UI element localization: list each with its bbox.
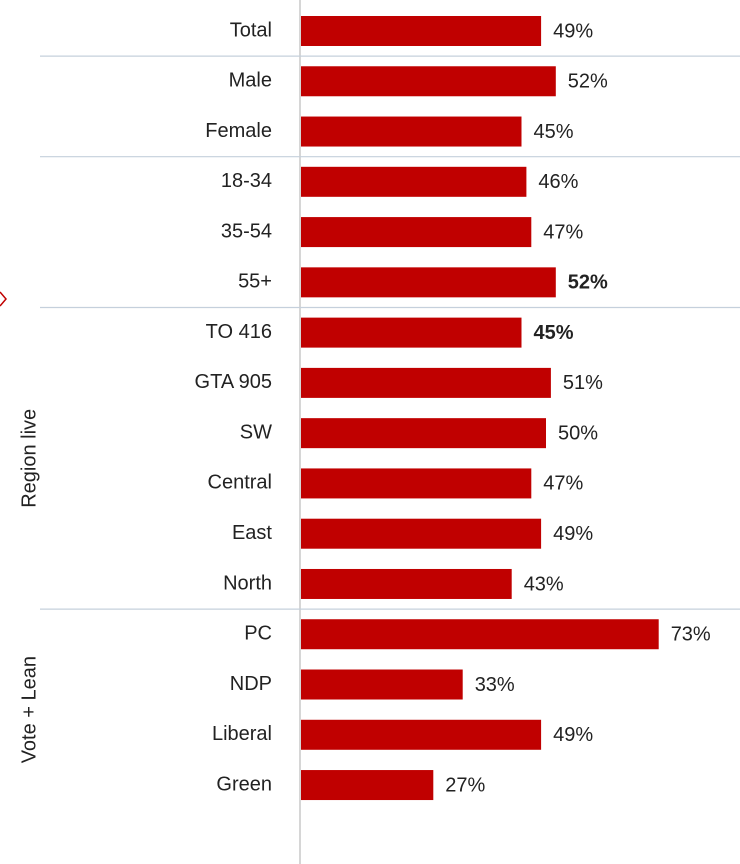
bar: [301, 217, 532, 248]
category-label: 55+: [238, 271, 272, 293]
arrow-fragment: [0, 291, 7, 307]
category-label: 35-54: [221, 220, 272, 242]
category-label: TO 416: [206, 321, 272, 343]
value-label: 50%: [558, 422, 598, 444]
value-label: 33%: [475, 674, 515, 696]
value-label: 73%: [671, 624, 711, 646]
bar: [301, 16, 542, 46]
bar: [301, 568, 512, 599]
value-label: 52%: [568, 272, 608, 294]
category-label: SW: [240, 421, 272, 443]
value-label: 27%: [445, 774, 485, 796]
category-label: Total: [230, 19, 272, 41]
bar: [301, 418, 546, 449]
category-label: Liberal: [212, 723, 272, 745]
group-label: Vote + Lean: [18, 656, 40, 763]
value-label: 45%: [534, 121, 574, 143]
bar: [301, 669, 463, 700]
bar: [301, 267, 556, 298]
category-label: Male: [229, 70, 272, 92]
category-label: NDP: [230, 673, 272, 695]
value-label: 47%: [543, 473, 583, 495]
bar: [301, 66, 556, 97]
bar: [301, 367, 551, 398]
value-label: 49%: [553, 523, 593, 545]
bar: [301, 719, 542, 750]
bar: [301, 770, 434, 801]
value-label: 49%: [553, 724, 593, 746]
category-label: GTA 905: [195, 371, 272, 393]
value-label: 49%: [553, 20, 593, 42]
bar: [301, 116, 522, 147]
category-label: PC: [244, 623, 272, 645]
value-label: 43%: [524, 573, 564, 595]
category-label: East: [232, 522, 272, 544]
value-label: 45%: [534, 322, 574, 344]
category-label: North: [223, 572, 272, 594]
value-label: 52%: [568, 71, 608, 93]
bar: [301, 317, 522, 348]
category-label: Central: [208, 472, 272, 494]
group-label: Region live: [18, 409, 40, 508]
bar: [301, 468, 532, 499]
value-label: 51%: [563, 372, 603, 394]
value-label: 47%: [543, 221, 583, 243]
bar: [301, 166, 527, 197]
category-label: Green: [216, 773, 272, 795]
category-label: 18-34: [221, 170, 272, 192]
bar: [301, 619, 659, 650]
bar: [301, 518, 542, 549]
value-label: 46%: [538, 171, 578, 193]
category-label: Female: [205, 120, 272, 142]
